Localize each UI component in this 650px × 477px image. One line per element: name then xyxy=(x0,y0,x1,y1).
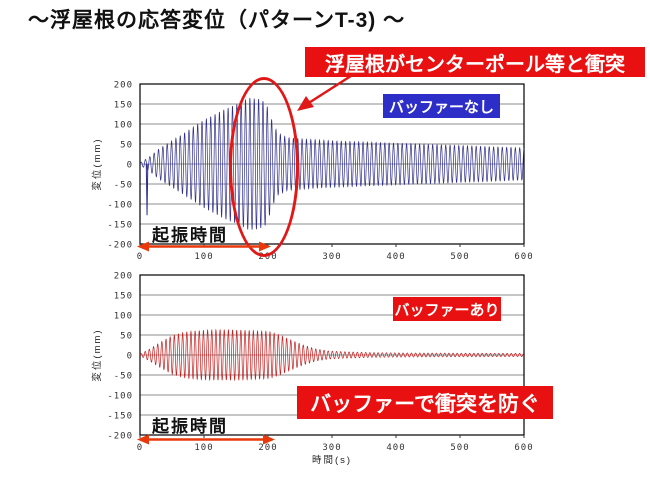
svg-text:0: 0 xyxy=(137,443,143,453)
svg-text:50: 50 xyxy=(120,141,133,151)
page-title: ～浮屋根の応答変位（パターンT-3) ～ xyxy=(28,9,406,32)
svg-text:200: 200 xyxy=(114,81,133,91)
svg-text:600: 600 xyxy=(514,252,533,262)
svg-text:300: 300 xyxy=(322,443,341,453)
svg-text:400: 400 xyxy=(386,443,405,453)
svg-text:150: 150 xyxy=(114,292,133,302)
svg-text:200: 200 xyxy=(114,272,133,282)
svg-text:50: 50 xyxy=(120,332,133,342)
svg-text:-100: -100 xyxy=(107,201,133,211)
svg-text:-200: -200 xyxy=(107,241,133,251)
svg-text:-100: -100 xyxy=(107,392,133,402)
svg-text:変位(mm): 変位(mm) xyxy=(91,137,103,190)
with-buffer-label: バッファーあり xyxy=(393,297,501,321)
collision-callout-banner: 浮屋根がセンターポール等と衝突 xyxy=(305,47,645,77)
collision-highlight-ellipse xyxy=(229,77,299,257)
prevent-collision-banner: バッファーで衝突を防ぐ xyxy=(297,386,553,419)
svg-text:100: 100 xyxy=(194,252,213,262)
svg-text:500: 500 xyxy=(450,443,469,453)
excitation-time-label-top: 起振時間 xyxy=(152,226,228,245)
svg-text:-200: -200 xyxy=(107,432,133,442)
svg-text:500: 500 xyxy=(450,252,469,262)
svg-text:600: 600 xyxy=(514,443,533,453)
svg-text:0: 0 xyxy=(127,352,133,362)
svg-text:100: 100 xyxy=(114,121,133,131)
svg-text:0: 0 xyxy=(127,161,133,171)
svg-text:200: 200 xyxy=(258,252,277,262)
excitation-time-label-bottom: 起振時間 xyxy=(152,417,228,436)
svg-text:0: 0 xyxy=(137,252,143,262)
svg-text:100: 100 xyxy=(114,312,133,322)
svg-text:変位(mm): 変位(mm) xyxy=(91,328,103,381)
svg-text:-50: -50 xyxy=(114,181,133,191)
svg-text:100: 100 xyxy=(194,443,213,453)
no-buffer-label: バッファーなし xyxy=(383,94,500,118)
svg-text:-50: -50 xyxy=(114,372,133,382)
svg-text:300: 300 xyxy=(322,252,341,262)
svg-text:-150: -150 xyxy=(107,412,133,422)
svg-text:-150: -150 xyxy=(107,221,133,231)
svg-text:150: 150 xyxy=(114,101,133,111)
svg-text:時間(s): 時間(s) xyxy=(312,455,352,466)
svg-text:200: 200 xyxy=(258,443,277,453)
svg-text:400: 400 xyxy=(386,252,405,262)
